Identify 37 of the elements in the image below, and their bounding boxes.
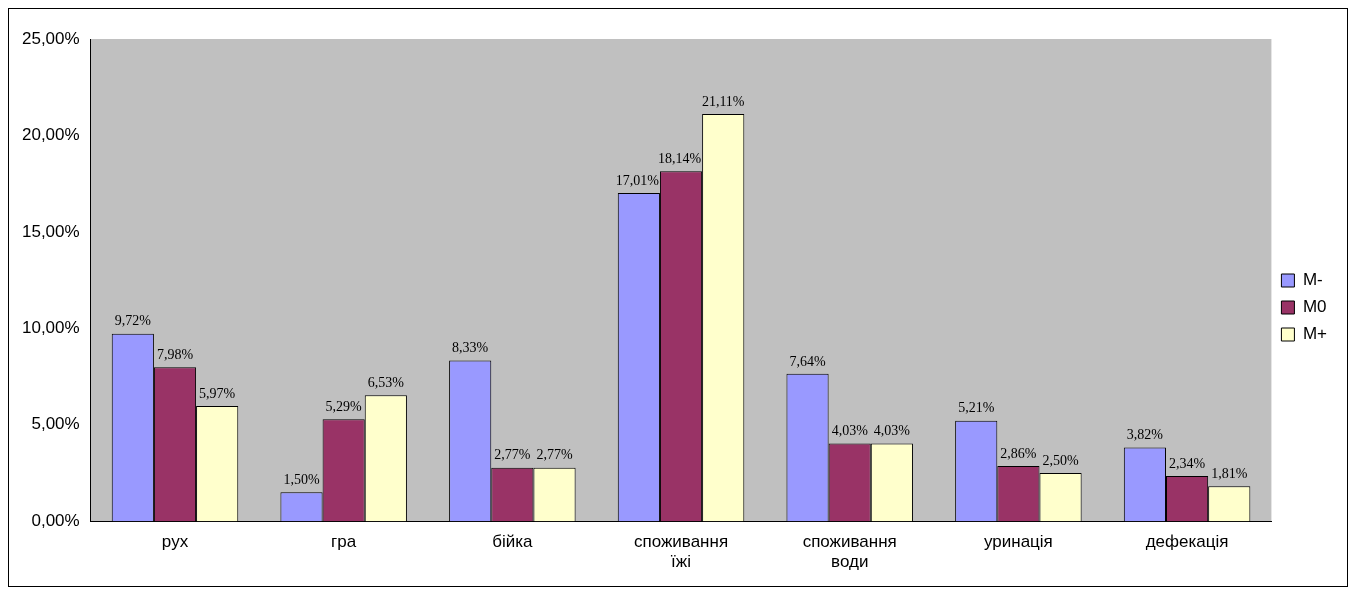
data-label: 7,64% (789, 353, 826, 369)
legend-label: M- (1302, 270, 1323, 290)
data-label: 1,50% (283, 471, 320, 487)
x-tick-label: споживання їжі (633, 532, 729, 572)
data-label: 2,77% (536, 447, 573, 463)
x-tick-label: рух (161, 532, 189, 552)
data-label: 3,82% (1126, 427, 1164, 443)
data-label: 2,77% (494, 447, 531, 463)
data-label: 17,01% (615, 172, 660, 188)
data-label: 9,72% (114, 313, 152, 329)
y-tick-label: 20,00% (21, 125, 80, 145)
data-label: 18,14% (657, 150, 702, 166)
legend-label: M+ (1302, 324, 1328, 344)
x-tick-label: уринація (983, 532, 1053, 552)
data-label: 5,97% (199, 385, 236, 401)
data-label: 2,86% (1000, 445, 1037, 461)
data-label: 5,21% (958, 400, 995, 416)
y-tick-label: 25,00% (21, 28, 80, 48)
x-tick-label: дефекація (1145, 532, 1229, 552)
data-label: 2,34% (1168, 455, 1206, 471)
data-label: 1,81% (1211, 465, 1248, 481)
x-tick-label: гра (331, 532, 357, 552)
y-tick-label: 5,00% (31, 414, 80, 434)
data-label: 7,98% (156, 346, 194, 362)
data-label: 4,03% (831, 423, 869, 439)
x-tick-label: бійка (492, 532, 534, 552)
data-label: 6,53% (367, 374, 405, 390)
x-tick-label: споживання води (802, 532, 897, 572)
data-label: 8,33% (452, 340, 489, 356)
data-label: 5,29% (325, 398, 363, 414)
y-tick-label: 10,00% (21, 318, 80, 338)
legend-label: M0 (1302, 297, 1327, 317)
y-tick-label: 0,00% (31, 510, 80, 530)
data-label: 2,50% (1042, 452, 1079, 468)
y-tick-label: 15,00% (21, 221, 80, 241)
data-label: 21,11% (701, 93, 745, 109)
data-label: 4,03% (873, 423, 911, 439)
